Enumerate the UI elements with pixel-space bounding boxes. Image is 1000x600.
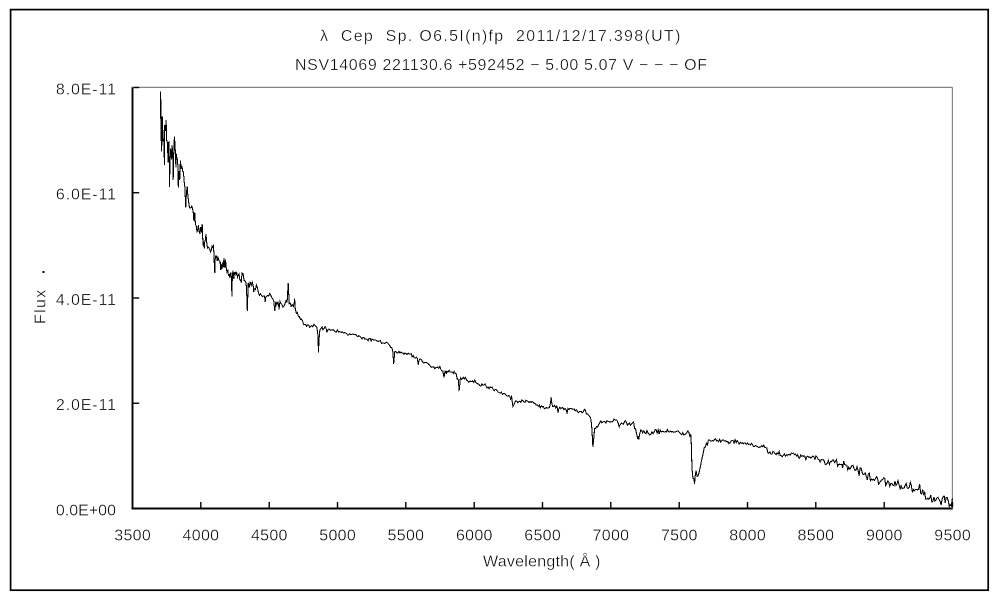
svg-text:8000: 8000	[729, 528, 766, 545]
svg-text:7000: 7000	[593, 528, 630, 545]
svg-text:6.0E-11: 6.0E-11	[56, 187, 116, 204]
svg-text:6000: 6000	[456, 528, 493, 545]
svg-text:Flux: Flux	[33, 290, 50, 324]
svg-text:6500: 6500	[524, 528, 561, 545]
svg-text:4000: 4000	[183, 528, 220, 545]
svg-text:8.0E-11: 8.0E-11	[56, 81, 116, 98]
svg-text:5500: 5500	[388, 528, 425, 545]
svg-text:3500: 3500	[114, 528, 151, 545]
svg-text:NSV14069 221130.6 +592452 − 5.: NSV14069 221130.6 +592452 − 5.00 5.07 V …	[295, 57, 707, 74]
svg-text:5000: 5000	[319, 528, 356, 545]
svg-text:4.0E-11: 4.0E-11	[56, 292, 116, 309]
svg-text:0.0E+00: 0.0E+00	[56, 502, 116, 519]
svg-text:2.0E-11: 2.0E-11	[56, 397, 116, 414]
svg-text:Wavelength( Å ): Wavelength( Å )	[483, 552, 601, 571]
svg-text:7500: 7500	[661, 528, 698, 545]
svg-text:λ Cep Sp. O6.5I(n)fp 2011/1: λ Cep Sp. O6.5I(n)fp 2011/12/17.398(UT)	[320, 28, 680, 45]
svg-text:9000: 9000	[866, 528, 903, 545]
svg-text:8500: 8500	[798, 528, 835, 545]
svg-text:9500: 9500	[934, 528, 971, 545]
svg-text:4500: 4500	[251, 528, 288, 545]
